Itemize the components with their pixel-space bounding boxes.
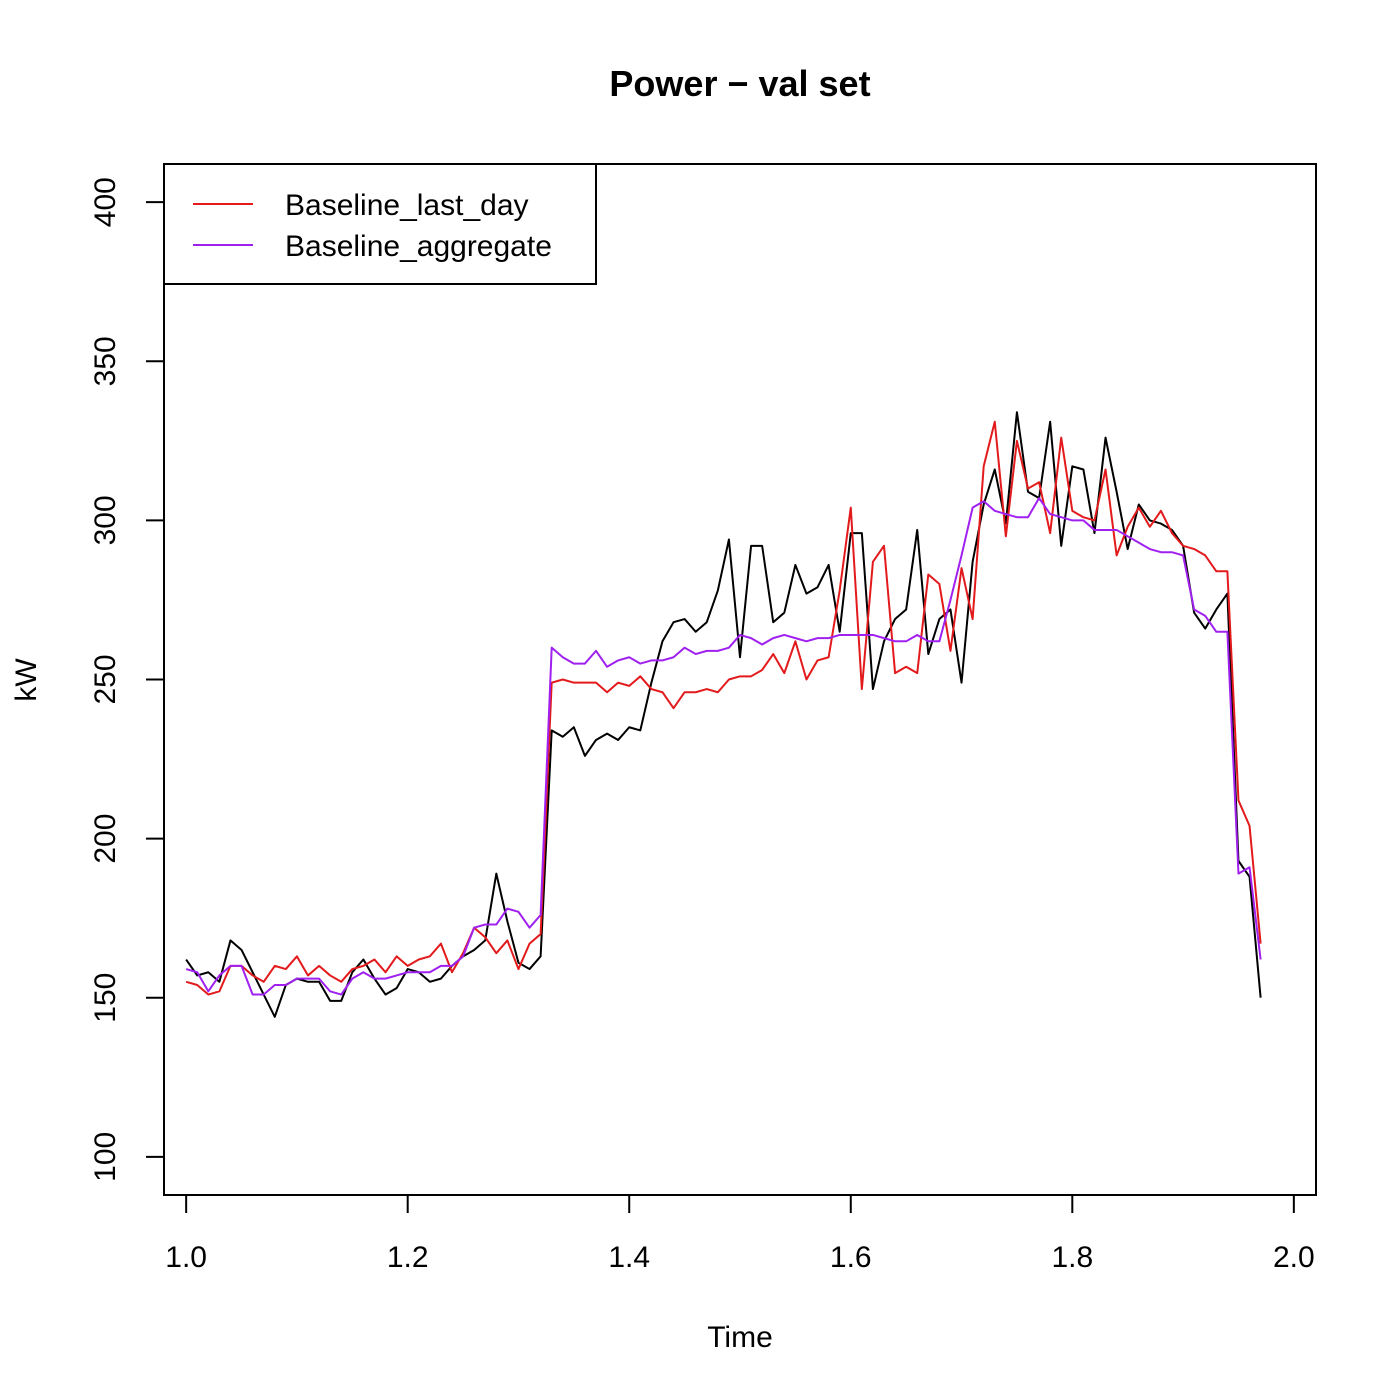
x-axis: 1.0 1.2 1.4 1.6 1.8 2.0 <box>165 1194 1315 1274</box>
y-tick-label: 400 <box>89 177 122 227</box>
y-axis-label: kW <box>10 658 43 702</box>
legend-label-baseline-aggregate: Baseline_aggregate <box>285 230 552 263</box>
series-layer <box>185 411 1262 1018</box>
chart-title: Power − val set <box>609 63 870 104</box>
x-tick-label: 1.0 <box>165 1241 207 1274</box>
y-tick-label: 100 <box>89 1132 122 1182</box>
y-tick-label: 300 <box>89 495 122 545</box>
series-line-baseline-last-day <box>185 420 1262 996</box>
y-axis: 100 150 200 250 300 350 400 <box>89 177 165 1182</box>
plot-frame <box>163 163 1317 1196</box>
x-axis-label: Time <box>707 1321 773 1354</box>
legend-box <box>163 163 597 285</box>
legend: Baseline_last_day Baseline_aggregate <box>163 163 597 285</box>
x-tick-label: 2.0 <box>1273 1241 1315 1274</box>
x-tick-label: 1.4 <box>608 1241 650 1274</box>
series-line-actual <box>185 411 1262 1018</box>
x-tick-label: 1.2 <box>387 1241 429 1274</box>
y-tick-label: 150 <box>89 973 122 1023</box>
y-tick-label: 250 <box>89 654 122 704</box>
x-tick-label: 1.6 <box>830 1241 872 1274</box>
y-tick-label: 200 <box>89 814 122 864</box>
x-tick-label: 1.8 <box>1051 1241 1093 1274</box>
legend-label-baseline-last-day: Baseline_last_day <box>285 189 529 222</box>
series-line-baseline-aggregate <box>185 497 1262 996</box>
y-tick-label: 350 <box>89 336 122 386</box>
